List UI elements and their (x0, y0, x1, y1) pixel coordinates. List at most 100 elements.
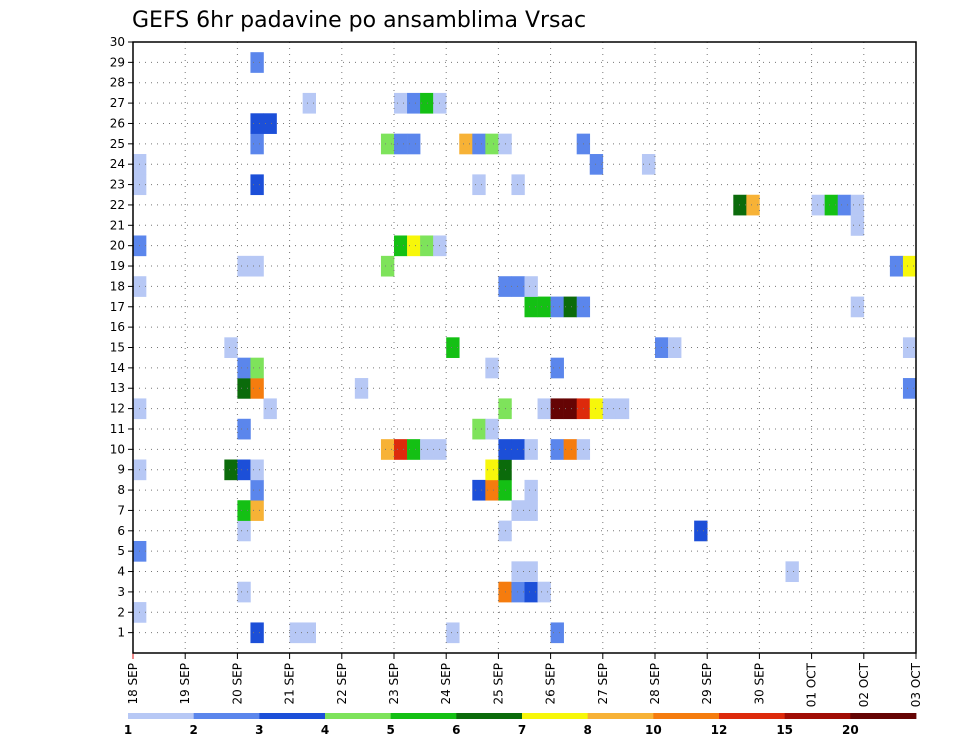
heatmap-cell (524, 296, 538, 318)
y-tick-label: 25 (110, 137, 125, 151)
y-tick-label: 17 (110, 300, 125, 314)
y-tick-label: 12 (110, 402, 125, 416)
colorbar-label: 15 (776, 723, 793, 737)
y-tick-label: 24 (110, 157, 125, 171)
heatmap-cell (550, 439, 564, 460)
heatmap-cell (472, 479, 486, 501)
colorbar-swatch (193, 713, 260, 719)
y-tick-label: 11 (110, 422, 125, 436)
heatmap-cell (485, 479, 499, 501)
heatmap-cell (537, 296, 551, 318)
heatmap-cell (224, 459, 238, 481)
x-tick-label: 25 SEP (491, 663, 505, 705)
heatmap-cell (420, 92, 434, 114)
heatmap-cell (472, 418, 486, 440)
x-tick-label: 03 OCT (909, 662, 923, 707)
x-tick-label: 01 OCT (805, 662, 819, 707)
heatmap-cell (837, 194, 852, 216)
heatmap-cell (394, 92, 408, 114)
heatmap-cell (237, 378, 251, 399)
x-tick-label: 20 SEP (230, 663, 244, 705)
heatmap-cell (237, 255, 251, 277)
heatmap-cells (133, 52, 917, 644)
x-tick-label: 02 OCT (857, 662, 871, 707)
heatmap-cell (537, 398, 551, 420)
x-tick-label: 27 SEP (596, 663, 610, 705)
y-tick-label: 16 (110, 320, 125, 334)
y-tick-label: 7 (117, 503, 125, 517)
heatmap-cell (563, 296, 577, 318)
colorbar-label: 6 (452, 723, 460, 737)
y-tick-label: 13 (110, 381, 125, 395)
heatmap-cell (472, 174, 486, 196)
colorbar-swatch (784, 713, 851, 719)
heatmap-cell (524, 581, 538, 603)
heatmap-cell (589, 154, 604, 175)
x-tick-label: 23 SEP (387, 663, 401, 705)
y-tick-label: 4 (117, 565, 125, 579)
y-tick-label: 30 (110, 35, 125, 49)
heatmap-cell (824, 194, 838, 216)
x-tick-label: 28 SEP (648, 663, 662, 705)
heatmap-cell (263, 113, 277, 134)
heatmap-cell (615, 398, 630, 420)
heatmap-cell (407, 235, 421, 257)
colorbar-swatch (587, 713, 654, 719)
y-tick-label: 3 (117, 585, 125, 599)
y-tick-label: 29 (110, 55, 125, 69)
heatmap-cell (420, 439, 434, 460)
heatmap-cell (902, 337, 917, 358)
heatmap-cell (250, 174, 264, 196)
colorbar-label: 7 (518, 723, 526, 737)
heatmap-cell (237, 581, 251, 603)
heatmap-cell (511, 439, 525, 460)
colorbar-label: 4 (321, 723, 329, 737)
heatmap-cell (511, 500, 525, 521)
heatmap-cell (563, 439, 577, 460)
heatmap-cell (902, 255, 917, 277)
heatmap-cell (485, 418, 499, 440)
y-tick-label: 5 (117, 544, 125, 558)
x-tick-label: 21 SEP (283, 663, 297, 705)
x-tick-label: 18 SEP (126, 663, 140, 705)
heatmap-cell (511, 561, 525, 583)
heatmap-cell (537, 581, 551, 603)
heatmap-cell (302, 92, 316, 114)
y-tick-label: 27 (110, 96, 125, 110)
heatmap-cell (237, 500, 251, 521)
heatmap-cell (250, 622, 264, 644)
y-axis-ticks: 1234567891011121314151617181920212223242… (110, 35, 133, 640)
y-tick-label: 10 (110, 442, 125, 456)
heatmap-cell (250, 378, 264, 399)
heatmap-cell (550, 296, 564, 318)
y-tick-label: 21 (110, 218, 125, 232)
heatmap-cell (302, 622, 316, 644)
heatmap-cell (224, 337, 238, 358)
y-tick-label: 2 (117, 605, 125, 619)
heatmap-cell (380, 255, 395, 277)
x-tick-label: 24 SEP (439, 663, 453, 705)
colorbar-swatch (259, 713, 326, 719)
heatmap-cell (524, 439, 538, 460)
colorbar-label: 20 (842, 723, 859, 737)
y-tick-label: 23 (110, 178, 125, 192)
colorbar-swatch (325, 713, 392, 719)
heatmap-cell (237, 520, 251, 542)
heatmap-cell (250, 500, 264, 521)
heatmap-cell (407, 133, 421, 155)
y-tick-label: 28 (110, 76, 125, 90)
heatmap-cell (563, 398, 577, 420)
heatmap-cell (237, 418, 251, 440)
x-tick-label: 26 SEP (544, 663, 558, 705)
y-tick-label: 26 (110, 116, 125, 130)
heatmap-cell (694, 520, 708, 542)
heatmap-cell (250, 459, 264, 481)
colorbar-swatch (719, 713, 786, 719)
heatmap-cell (850, 215, 865, 236)
heatmap-cell (668, 337, 682, 358)
heatmap-cell (550, 398, 564, 420)
heatmap-cell (511, 581, 525, 603)
heatmap-cell (459, 133, 473, 155)
heatmap-cell (250, 52, 264, 73)
